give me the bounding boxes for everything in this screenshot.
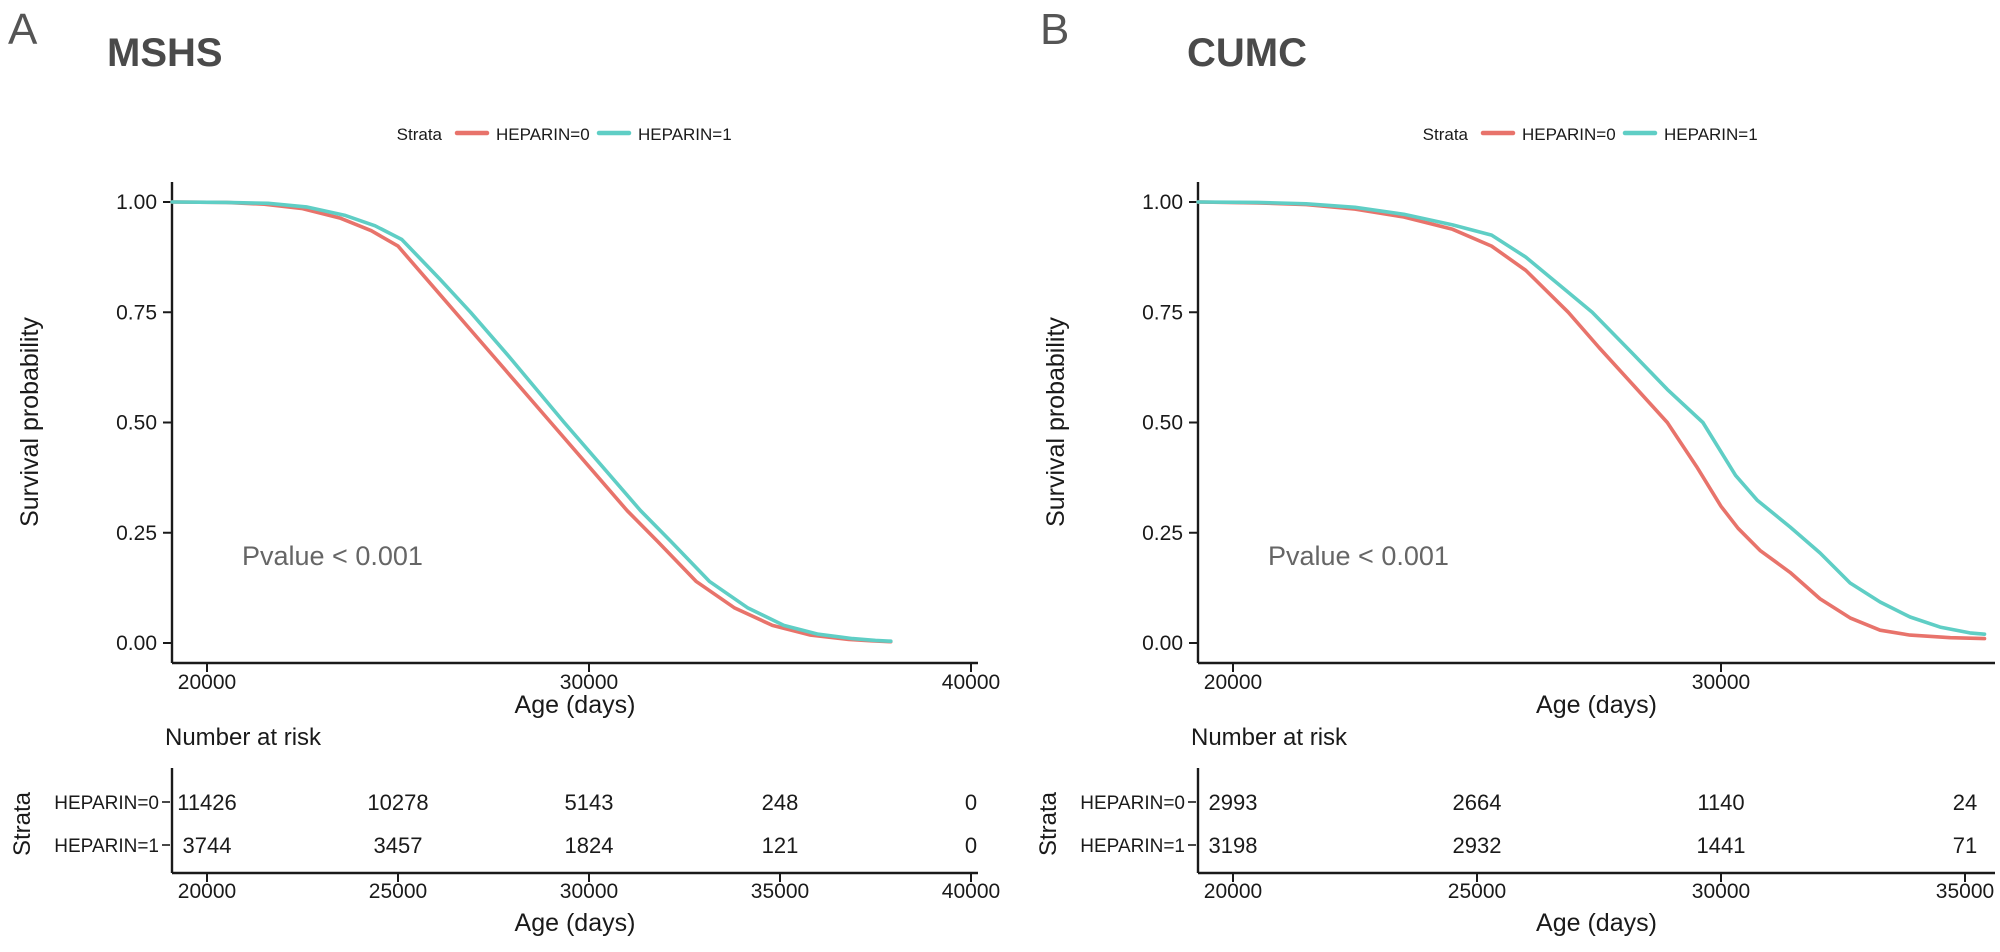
risk-count: 1824 [565,833,614,858]
main-plot: 1.00 0.75 0.50 0.25 0.00 20000 30000 Survival… [1042,182,1995,719]
risk-row: HEPARIN=0 11426 10278 5143 248 0 [54,790,977,815]
risk-row: HEPARIN=0 2993 2664 1140 24 [1080,790,1977,815]
panel-header: A MSHS [8,5,223,75]
x-tick-label: 20000 [1204,671,1262,694]
x-tick-label: 40000 [942,671,1000,694]
panel-header: B CUMC [1040,5,1307,75]
pvalue-annotation: Pvalue < 0.001 [1268,541,1449,571]
risk-row-label: HEPARIN=0 [54,793,159,814]
risk-count: 5143 [565,790,614,815]
x-tick-label: 20000 [178,671,236,694]
risk-count: 2993 [1209,790,1258,815]
legend-label-heparin1: HEPARIN=1 [638,125,732,144]
panel-mshs: A MSHS Strata HEPARIN=0 HEPARIN=1 1.00 0.… [8,5,1000,937]
y-tick-label: 0.75 [1142,301,1183,324]
panel-cumc: B CUMC Strata HEPARIN=0 HEPARIN=1 1.00 0.… [1035,5,1995,937]
risk-x-tick-label: 40000 [942,880,1000,903]
survival-curve-heparin1 [170,200,893,644]
risk-row: HEPARIN=1 3198 2932 1441 71 [1080,833,1977,858]
risk-count: 11426 [177,790,237,815]
risk-table: Number at risk Strata HEPARIN=0 2993 2664 1… [1035,724,1995,937]
y-tick-label: 0.50 [1142,412,1183,435]
risk-count: 3457 [374,833,423,858]
risk-x-axis-title: Age (days) [515,909,636,937]
y-tick-label: 0.25 [1142,522,1183,545]
y-tick-label: 0.50 [116,412,157,435]
risk-row: HEPARIN=1 3744 3457 1824 121 0 [54,833,977,858]
x-axis-ticks: 20000 30000 [1204,663,1750,694]
y-tick-label: 1.00 [1142,191,1183,214]
risk-count: 0 [965,833,977,858]
risk-row-label: HEPARIN=1 [1080,836,1185,857]
y-axis-title: Survival probability [1042,317,1070,527]
x-tick-label: 30000 [1692,671,1750,694]
survival-curve-heparin1 [1196,200,1987,637]
risk-count: 2932 [1453,833,1502,858]
y-tick-label: 0.00 [1142,632,1183,655]
x-axis-title: Age (days) [515,691,636,719]
risk-x-tick-label: 20000 [178,880,236,903]
risk-count: 0 [965,790,977,815]
risk-x-tick-label: 20000 [1204,880,1262,903]
risk-x-axis-ticks: 20000 25000 30000 35000 40000 [178,873,1000,903]
main-plot: 1.00 0.75 0.50 0.25 0.00 20000 30000 40000 Sur… [16,182,1000,719]
risk-count: 1441 [1697,833,1746,858]
risk-table-header: Number at risk [165,724,322,751]
risk-count: 3744 [183,833,232,858]
risk-count: 121 [762,833,799,858]
survival-curve-heparin0 [170,200,893,644]
risk-x-axis-ticks: 20000 25000 30000 35000 [1204,873,1994,903]
risk-x-tick-label: 25000 [369,880,427,903]
legend: Strata HEPARIN=0 HEPARIN=1 [397,125,732,144]
legend-label-heparin1: HEPARIN=1 [1664,125,1758,144]
legend: Strata HEPARIN=0 HEPARIN=1 [1423,125,1758,144]
risk-x-axis-title: Age (days) [1536,909,1657,937]
risk-x-tick-label: 30000 [560,880,618,903]
risk-count: 71 [1953,833,1977,858]
risk-count: 1140 [1697,790,1744,815]
risk-table: Number at risk Strata HEPARIN=0 11426 1027… [9,724,1000,937]
legend-title: Strata [1423,125,1469,144]
risk-count: 24 [1953,790,1977,815]
risk-strata-axis-label: Strata [9,791,36,856]
survival-curve-heparin0 [1196,200,1987,641]
panel-title: MSHS [107,31,223,75]
panel-letter: A [8,5,38,54]
x-axis-title: Age (days) [1536,691,1657,719]
risk-count: 3198 [1209,833,1258,858]
y-tick-label: 0.00 [116,632,157,655]
risk-strata-axis-label: Strata [1035,791,1062,856]
legend-label-heparin0: HEPARIN=0 [496,125,590,144]
y-tick-label: 0.75 [116,301,157,324]
risk-rows: HEPARIN=0 2993 2664 1140 24 HEPARIN=1 3198 2932… [1080,790,1977,858]
risk-count: 248 [762,790,799,815]
legend-label-heparin0: HEPARIN=0 [1522,125,1616,144]
risk-x-tick-label: 30000 [1692,880,1750,903]
survival-curves [1196,200,1987,641]
risk-count: 2664 [1453,790,1502,815]
pvalue-annotation: Pvalue < 0.001 [242,541,423,571]
y-axis-title: Survival probability [16,317,44,527]
panel-letter: B [1040,5,1069,54]
y-tick-label: 0.25 [116,522,157,545]
x-tick-label: 30000 [560,671,618,694]
y-tick-label: 1.00 [116,191,157,214]
x-axis-ticks: 20000 30000 40000 [178,663,1000,694]
risk-rows: HEPARIN=0 11426 10278 5143 248 0 HEPARIN=1 3744… [54,790,977,858]
risk-x-tick-label: 25000 [1448,880,1506,903]
risk-x-tick-label: 35000 [1936,880,1994,903]
risk-row-label: HEPARIN=1 [54,836,159,857]
y-axis-ticks: 1.00 0.75 0.50 0.25 0.00 [1142,191,1198,655]
panel-title: CUMC [1187,31,1307,75]
risk-count: 10278 [367,790,428,815]
legend-title: Strata [397,125,443,144]
risk-row-label: HEPARIN=0 [1080,793,1185,814]
risk-table-header: Number at risk [1191,724,1348,751]
survival-curves [170,200,893,644]
risk-x-tick-label: 35000 [751,880,809,903]
y-axis-ticks: 1.00 0.75 0.50 0.25 0.00 [116,191,172,655]
